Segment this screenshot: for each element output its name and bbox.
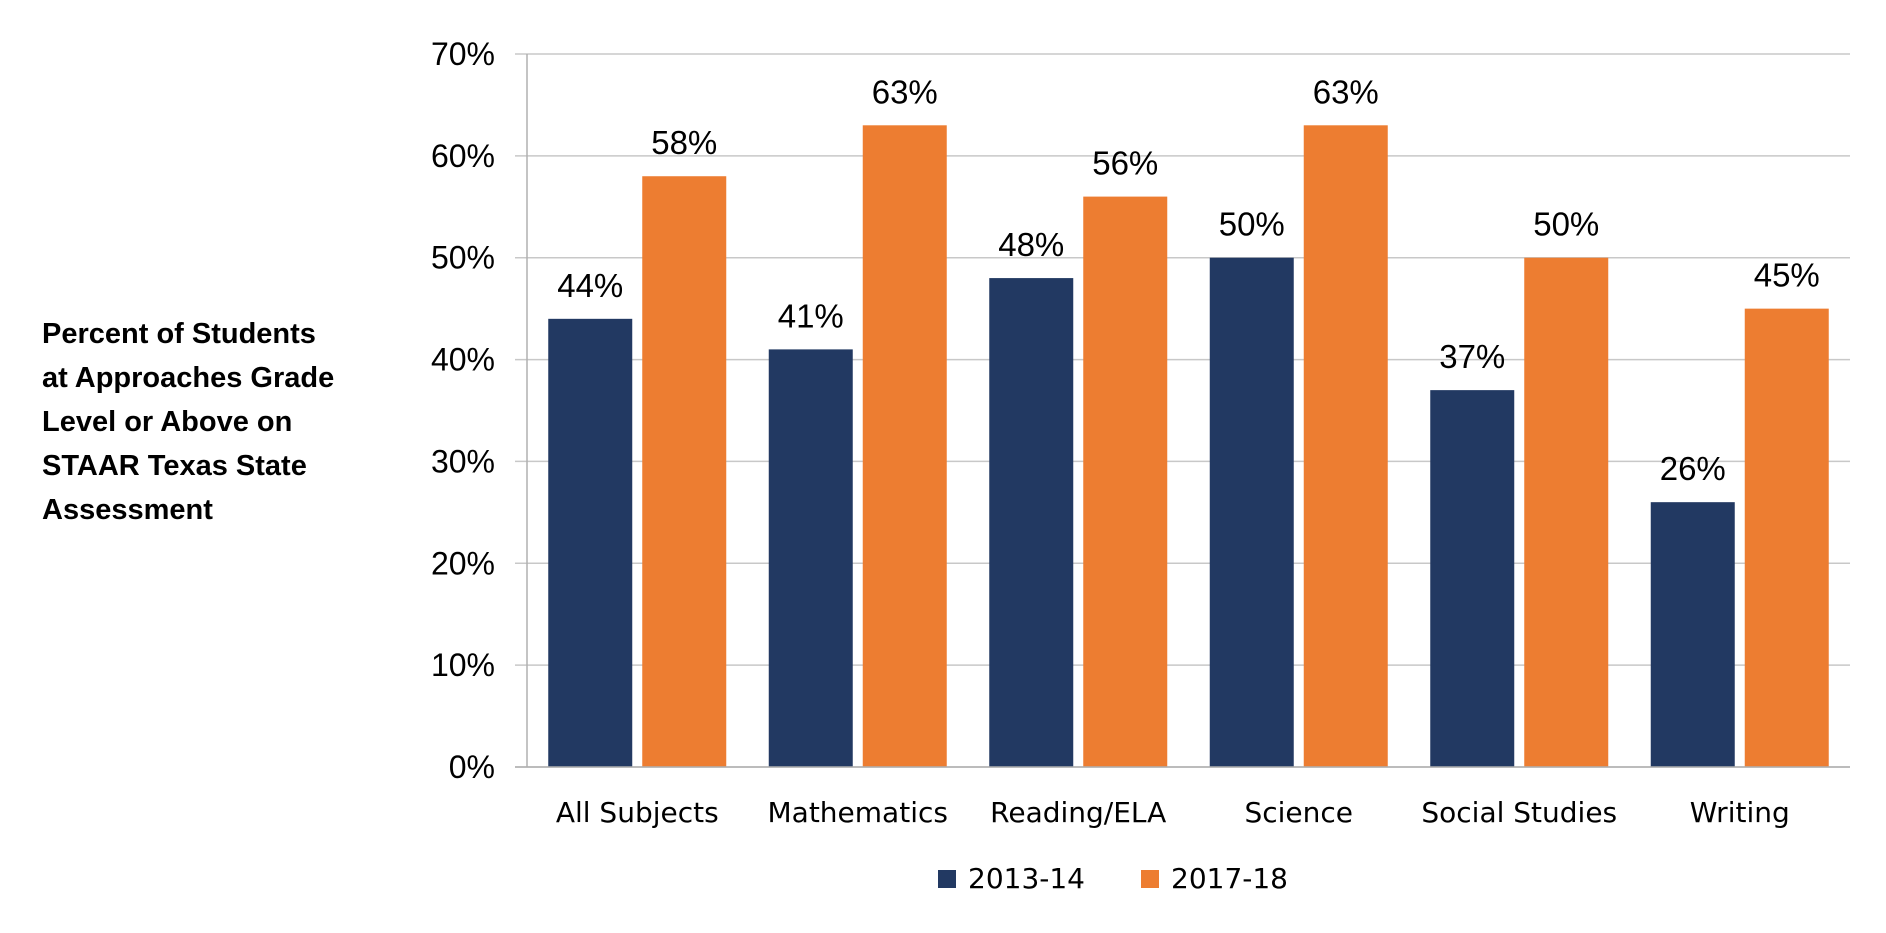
data-label: 63% <box>1313 73 1379 110</box>
y-axis-label-line: Level or Above on <box>42 406 293 438</box>
data-label: 44% <box>557 267 623 304</box>
y-axis-label-line: STAAR Texas State <box>42 450 307 482</box>
y-tick-label: 20% <box>431 545 495 581</box>
bar-2017-18-social-studies <box>1524 257 1609 767</box>
legend-swatch-2013-14 <box>938 869 956 888</box>
data-label: 50% <box>1219 206 1285 243</box>
data-label: 50% <box>1533 206 1599 243</box>
legend-label: 2013-14 <box>968 862 1085 895</box>
data-label: 63% <box>872 73 938 110</box>
bar-2013-14-social-studies <box>1430 390 1515 767</box>
bar-2013-14-all-subjects <box>548 318 633 767</box>
bar-2013-14-science <box>1209 257 1294 767</box>
data-label: 48% <box>998 226 1064 263</box>
y-tick-label: 70% <box>431 36 495 72</box>
legend-item-2017-18: 2017-18 <box>1141 862 1288 895</box>
y-tick-label: 60% <box>431 138 495 174</box>
y-tick-label: 0% <box>449 749 495 785</box>
x-tick-label: All Subjects <box>556 796 719 829</box>
legend: 2013-14 2017-18 <box>0 862 1886 895</box>
y-tick-label: 50% <box>431 240 495 276</box>
data-label: 26% <box>1660 450 1726 487</box>
bar-2017-18-writing <box>1744 308 1829 767</box>
x-tick-label: Social Studies <box>1421 796 1617 829</box>
x-tick-label: Mathematics <box>768 796 948 829</box>
legend-swatch-2017-18 <box>1141 869 1159 888</box>
bar-2013-14-reading-ela <box>989 278 1074 767</box>
data-label: 41% <box>778 297 844 334</box>
bar-2017-18-reading-ela <box>1083 196 1168 768</box>
y-axis-label-line: at Approaches Grade <box>42 362 335 394</box>
bar-2017-18-mathematics <box>862 125 947 768</box>
bar-2017-18-all-subjects <box>642 176 727 767</box>
x-tick-label: Science <box>1244 796 1353 829</box>
data-label: 45% <box>1754 257 1820 294</box>
y-tick-label: 30% <box>431 443 495 479</box>
x-tick-label: Writing <box>1690 796 1790 829</box>
y-axis-label-line: Percent of Students <box>42 318 316 350</box>
legend-label: 2017-18 <box>1171 862 1288 895</box>
legend-item-2013-14: 2013-14 <box>938 862 1085 895</box>
y-axis-label: Percent of Students at Approaches Grade … <box>42 312 372 532</box>
data-label: 37% <box>1439 338 1505 375</box>
data-label: 56% <box>1092 145 1158 182</box>
x-tick-label: Reading/ELA <box>990 796 1166 829</box>
y-tick-label: 10% <box>431 647 495 683</box>
bar-2017-18-science <box>1303 125 1388 768</box>
bar-2013-14-mathematics <box>768 349 853 767</box>
bar-2013-14-writing <box>1650 502 1735 767</box>
y-axis-label-line: Assessment <box>42 494 213 526</box>
y-tick-label: 40% <box>431 342 495 378</box>
data-label: 58% <box>651 124 717 161</box>
